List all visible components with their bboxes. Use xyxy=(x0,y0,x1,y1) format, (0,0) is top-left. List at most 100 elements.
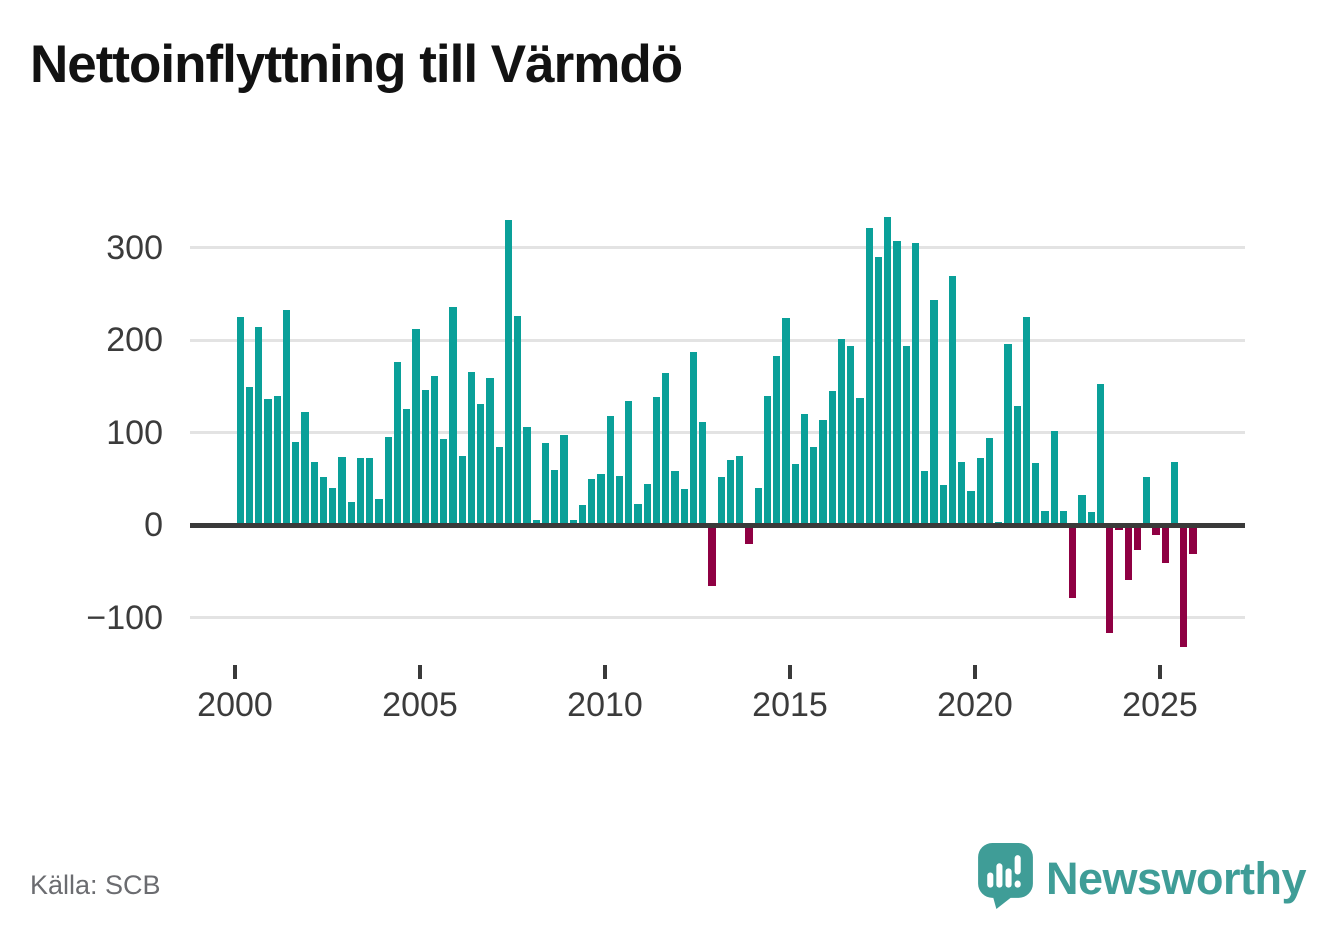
bar-2011-Q4 xyxy=(671,471,679,525)
x-tick-2020 xyxy=(973,665,977,679)
bar-2014-Q4 xyxy=(782,317,790,525)
bar-2004-Q1 xyxy=(384,437,392,525)
bar-2014-Q2 xyxy=(763,396,772,525)
bar-2003-Q1 xyxy=(347,501,355,525)
newsworthy-branding: Newsworthy xyxy=(978,843,1307,915)
bar-2022-Q4 xyxy=(1078,495,1086,525)
gridline--100 xyxy=(190,616,1245,619)
bar-2022-Q2 xyxy=(1059,511,1068,525)
bar-2014-Q1 xyxy=(754,488,762,525)
bar-2003-Q2 xyxy=(356,458,365,525)
bar-2018-Q4 xyxy=(930,300,938,525)
bar-2017-Q1 xyxy=(865,228,873,525)
plot-area: 2000 2005 2010 2015 2020 2025 xyxy=(190,210,1245,724)
bar-2000-Q4 xyxy=(264,399,272,525)
bar-2002-Q2 xyxy=(319,476,328,525)
bar-2000-Q2 xyxy=(245,387,254,525)
bar-2009-Q1 xyxy=(569,520,577,525)
bar-2022-Q3 xyxy=(1069,525,1077,599)
x-tick-2010 xyxy=(603,665,607,679)
x-tick-2000 xyxy=(233,665,237,679)
gridline-100 xyxy=(190,431,1245,434)
bar-2012-Q3 xyxy=(699,422,707,525)
bar-2013-Q4 xyxy=(745,525,753,545)
bar-2013-Q3 xyxy=(736,455,744,525)
bar-2011-Q3 xyxy=(662,373,670,525)
bar-2006-Q4 xyxy=(486,377,494,525)
bar-2008-Q4 xyxy=(560,435,568,525)
bar-2019-Q3 xyxy=(958,462,966,525)
bar-2025-Q4 xyxy=(1189,525,1197,554)
bar-2003-Q3 xyxy=(366,458,374,525)
bar-2023-Q2 xyxy=(1096,384,1105,525)
bar-2007-Q1 xyxy=(495,447,503,525)
bar-2020-Q4 xyxy=(1004,343,1012,525)
bar-2011-Q1 xyxy=(643,484,651,525)
x-tick-2015 xyxy=(788,665,792,679)
bar-2025-Q3 xyxy=(1180,525,1188,648)
bar-2005-Q2 xyxy=(430,376,439,525)
bar-2009-Q2 xyxy=(578,504,587,525)
chart-title: Nettoinflyttning till Värmdö xyxy=(30,35,683,94)
bar-2014-Q3 xyxy=(773,355,781,525)
bar-2020-Q2 xyxy=(985,438,994,525)
bar-2024-Q3 xyxy=(1143,476,1151,525)
bar-2017-Q2 xyxy=(874,256,883,525)
bar-2012-Q1 xyxy=(680,488,688,525)
y-tick-label--100: −100 xyxy=(86,598,163,637)
bar-2005-Q1 xyxy=(421,389,429,525)
x-tick-label-2005: 2005 xyxy=(382,686,458,724)
bar-2016-Q3 xyxy=(847,346,855,525)
bar-2002-Q4 xyxy=(338,456,346,525)
bar-2008-Q2 xyxy=(541,442,550,525)
bar-2015-Q3 xyxy=(810,447,818,525)
x-tick-2025 xyxy=(1158,665,1162,679)
y-axis-labels: 300 200 100 0 −100 xyxy=(0,210,163,662)
bar-2025-Q2 xyxy=(1170,462,1179,525)
bar-2004-Q2 xyxy=(393,362,402,525)
bar-2010-Q3 xyxy=(625,401,633,525)
bar-2013-Q2 xyxy=(726,460,735,525)
bar-2009-Q4 xyxy=(597,474,605,525)
bar-2000-Q1 xyxy=(236,316,244,525)
x-tick-label-2015: 2015 xyxy=(752,686,828,724)
bar-2011-Q2 xyxy=(652,397,661,525)
bar-2001-Q1 xyxy=(273,395,281,525)
bar-2021-Q3 xyxy=(1032,463,1040,525)
bar-2007-Q4 xyxy=(523,426,531,525)
brand-name: Newsworthy xyxy=(1046,853,1307,904)
bar-2018-Q1 xyxy=(902,345,910,525)
y-tick-label-200: 200 xyxy=(106,321,163,359)
gridline-300 xyxy=(190,246,1245,249)
bar-2002-Q3 xyxy=(329,488,337,525)
bar-2022-Q1 xyxy=(1050,430,1058,525)
y-tick-label-300: 300 xyxy=(106,228,163,267)
bar-2024-Q4 xyxy=(1152,525,1160,536)
bar-2010-Q2 xyxy=(615,475,624,525)
x-tick-label-2000: 2000 xyxy=(197,686,273,724)
x-tick-label-2010: 2010 xyxy=(567,686,643,724)
bar-2015-Q2 xyxy=(800,414,809,525)
bar-2025-Q1 xyxy=(1161,525,1169,563)
bar-2008-Q3 xyxy=(551,470,559,525)
bar-2023-Q3 xyxy=(1106,525,1114,634)
bar-2013-Q1 xyxy=(717,476,725,525)
bar-2005-Q4 xyxy=(449,306,457,525)
bar-2006-Q3 xyxy=(477,403,485,525)
bar-2016-Q1 xyxy=(828,390,836,525)
bar-2007-Q3 xyxy=(514,315,522,525)
bar-2002-Q1 xyxy=(310,462,318,525)
bar-2007-Q2 xyxy=(504,219,513,525)
bar-2012-Q2 xyxy=(689,352,698,525)
bar-2021-Q4 xyxy=(1041,511,1049,525)
bar-2010-Q4 xyxy=(634,503,642,525)
bar-2018-Q3 xyxy=(921,471,929,525)
bar-2024-Q1 xyxy=(1124,525,1132,580)
bar-2019-Q1 xyxy=(939,485,947,525)
bar-2020-Q1 xyxy=(976,458,984,525)
gridline-200 xyxy=(190,338,1245,342)
bar-2023-Q1 xyxy=(1087,512,1095,525)
bar-2000-Q3 xyxy=(255,327,263,525)
bar-2015-Q1 xyxy=(791,463,799,525)
